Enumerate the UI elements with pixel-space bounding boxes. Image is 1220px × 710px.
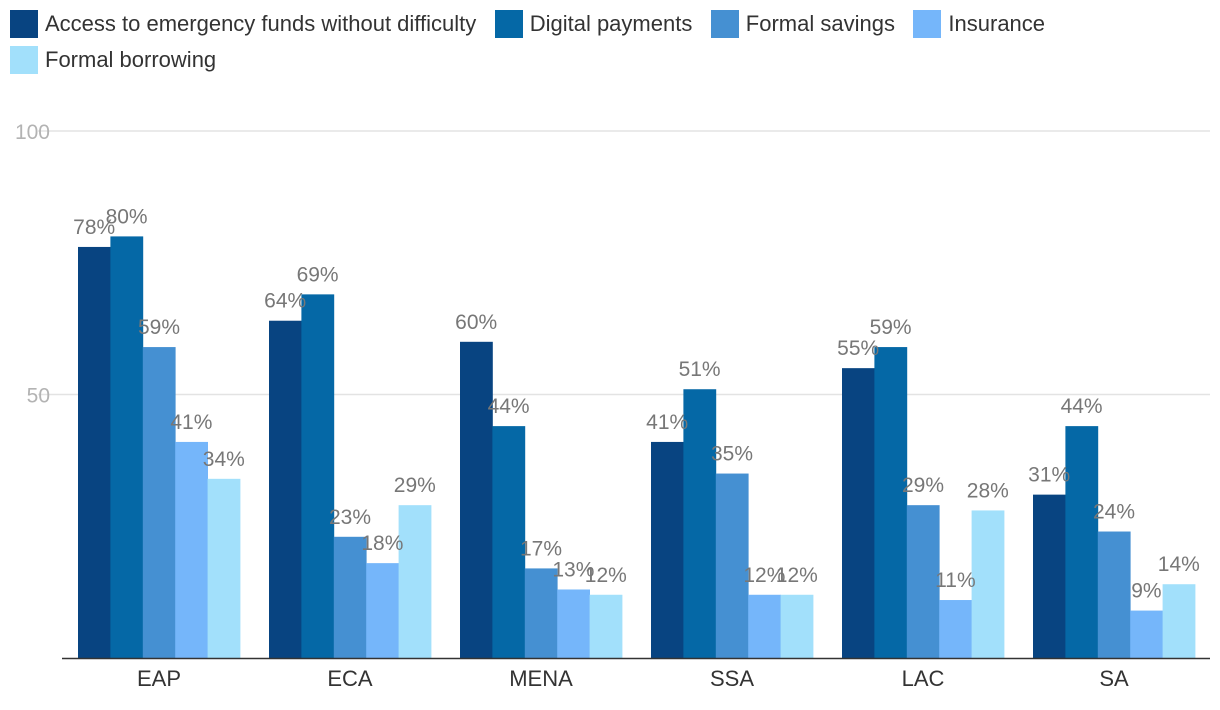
- bar-mena-series-1[interactable]: [492, 426, 526, 658]
- data-label-ssa-series-3: 12%: [743, 564, 785, 587]
- data-label-ssa-series-2: 35%: [711, 443, 753, 466]
- bar-eca-series-0[interactable]: [269, 320, 302, 658]
- data-label-eca-series-0: 64%: [264, 290, 306, 313]
- x-tick-label-eap: EAP: [137, 666, 181, 691]
- data-label-sa-series-0: 31%: [1028, 464, 1070, 487]
- legend-label-emergency-funds: Access to emergency funds without diffic…: [45, 11, 477, 36]
- x-tick-label-mena: MENA: [509, 666, 573, 691]
- bar-sa-series-1[interactable]: [1065, 426, 1099, 658]
- bar-ssa-series-2[interactable]: [715, 473, 749, 658]
- bar-mena-series-2[interactable]: [524, 568, 558, 658]
- bar-sa-series-2[interactable]: [1097, 531, 1131, 658]
- bar-eca-series-2[interactable]: [333, 536, 367, 658]
- data-label-mena-series-4: 12%: [585, 564, 627, 587]
- data-label-sa-series-3: 9%: [1131, 580, 1161, 603]
- bar-lac-series-4[interactable]: [971, 510, 1005, 658]
- bar-eca-series-3[interactable]: [366, 563, 399, 658]
- legend-item-emergency-funds[interactable]: Access to emergency funds without diffic…: [10, 6, 476, 42]
- gridlines: [38, 130, 1210, 396]
- data-label-eca-series-4: 29%: [394, 474, 436, 497]
- x-tick-label-eca: ECA: [327, 666, 373, 691]
- data-label-eca-series-2: 23%: [329, 506, 371, 529]
- bar-mena-series-4[interactable]: [589, 594, 623, 658]
- x-tick-label-sa: SA: [1099, 666, 1129, 691]
- data-label-eca-series-1: 69%: [297, 263, 339, 286]
- bar-lac-series-1[interactable]: [874, 347, 908, 658]
- data-label-eap-series-0: 78%: [73, 216, 115, 239]
- legend-label-digital-payments: Digital payments: [529, 11, 693, 36]
- bar-eap-series-1[interactable]: [110, 236, 144, 658]
- x-tick-label-lac: LAC: [902, 666, 945, 691]
- data-label-ssa-series-1: 51%: [679, 358, 721, 381]
- data-label-eap-series-3: 41%: [170, 411, 212, 434]
- bar-ssa-series-3[interactable]: [748, 594, 781, 658]
- bar-lac-series-0[interactable]: [842, 368, 875, 658]
- bar-eap-series-4[interactable]: [207, 478, 241, 658]
- bars: [78, 236, 1196, 658]
- bar-ssa-series-0[interactable]: [651, 441, 684, 658]
- chart-legend: Access to emergency funds without diffic…: [10, 6, 1200, 78]
- data-label-eap-series-2: 59%: [138, 316, 180, 339]
- data-label-lac-series-0: 55%: [837, 337, 879, 360]
- data-label-ssa-series-4: 12%: [776, 564, 818, 587]
- data-labels: 78% 64% 60% 41% 55% 31% 80% 69% 44% 51% 59% 44% 59% 2…: [73, 205, 1200, 602]
- data-label-mena-series-2: 17%: [520, 537, 562, 560]
- data-label-sa-series-4: 14%: [1158, 553, 1200, 576]
- legend-label-formal-borrowing: Formal borrowing: [45, 47, 217, 72]
- legend-label-insurance: Insurance: [948, 11, 1046, 36]
- data-label-sa-series-1: 44%: [1061, 395, 1103, 418]
- x-tick-label-ssa: SSA: [710, 666, 754, 691]
- data-label-mena-series-1: 44%: [488, 395, 530, 418]
- data-label-eap-series-4: 34%: [203, 448, 245, 471]
- bar-eap-series-2[interactable]: [142, 347, 176, 658]
- data-label-eap-series-1: 80%: [106, 205, 148, 228]
- legend-item-formal-savings[interactable]: Formal savings: [710, 6, 895, 42]
- legend-swatch-digital-payments: [494, 10, 523, 38]
- data-label-mena-series-3: 13%: [552, 558, 594, 581]
- data-label-lac-series-4: 28%: [967, 479, 1009, 502]
- bar-eap-series-3[interactable]: [175, 441, 208, 658]
- data-label-eca-series-3: 18%: [361, 532, 403, 555]
- bar-sa-series-3[interactable]: [1130, 610, 1163, 658]
- bar-ssa-series-4[interactable]: [780, 594, 814, 658]
- bar-eca-series-4[interactable]: [398, 505, 432, 658]
- legend-swatch-formal-borrowing: [10, 46, 38, 74]
- bar-mena-series-3[interactable]: [557, 589, 590, 658]
- bar-eca-series-1[interactable]: [301, 294, 335, 658]
- legend-item-digital-payments[interactable]: Digital payments: [494, 6, 693, 42]
- legend-swatch-formal-savings: [710, 10, 739, 38]
- data-label-sa-series-2: 24%: [1093, 501, 1135, 524]
- data-label-ssa-series-0: 41%: [646, 411, 688, 434]
- data-label-lac-series-3: 11%: [935, 569, 975, 592]
- bar-sa-series-0[interactable]: [1033, 494, 1066, 658]
- data-label-mena-series-0: 60%: [455, 311, 497, 334]
- y-tick-label-50: 50: [27, 385, 50, 408]
- legend-item-insurance[interactable]: Insurance: [913, 6, 1045, 42]
- bar-ssa-series-1[interactable]: [683, 389, 717, 658]
- bar-eap-series-0[interactable]: [78, 246, 111, 658]
- data-label-lac-series-2: 29%: [902, 474, 944, 497]
- legend-label-formal-savings: Formal savings: [745, 11, 895, 36]
- bar-mena-series-0[interactable]: [460, 341, 493, 658]
- data-label-lac-series-1: 59%: [870, 316, 912, 339]
- y-tick-label-100: 100: [15, 121, 50, 144]
- legend-item-formal-borrowing[interactable]: Formal borrowing: [10, 42, 216, 78]
- bar-sa-series-4[interactable]: [1162, 584, 1196, 658]
- axes: 50 100 EAP ECA MENA SSA LAC SA: [15, 121, 1210, 691]
- legend-swatch-emergency-funds: [10, 10, 38, 38]
- bar-lac-series-2[interactable]: [906, 505, 940, 658]
- legend-swatch-insurance: [913, 10, 942, 38]
- bar-lac-series-3[interactable]: [939, 600, 972, 658]
